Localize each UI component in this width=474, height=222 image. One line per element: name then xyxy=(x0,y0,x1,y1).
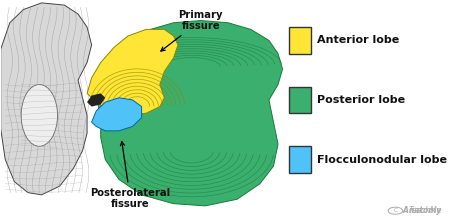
Text: TeachMe: TeachMe xyxy=(408,206,442,215)
Polygon shape xyxy=(91,21,283,206)
FancyBboxPatch shape xyxy=(290,146,311,173)
Text: Flocculonodular lobe: Flocculonodular lobe xyxy=(317,155,447,165)
Polygon shape xyxy=(87,93,105,107)
Text: Anterior lobe: Anterior lobe xyxy=(317,35,399,46)
Text: Posterior lobe: Posterior lobe xyxy=(317,95,405,105)
FancyBboxPatch shape xyxy=(290,27,311,54)
Text: Posterolateral
fissure: Posterolateral fissure xyxy=(90,142,170,209)
Polygon shape xyxy=(91,98,142,131)
Text: Primary
fissure: Primary fissure xyxy=(161,10,223,51)
Text: Anatomy: Anatomy xyxy=(383,206,442,215)
FancyBboxPatch shape xyxy=(290,87,311,113)
Ellipse shape xyxy=(21,85,57,146)
Text: C: C xyxy=(393,208,397,213)
Polygon shape xyxy=(87,29,178,115)
Polygon shape xyxy=(0,3,91,195)
